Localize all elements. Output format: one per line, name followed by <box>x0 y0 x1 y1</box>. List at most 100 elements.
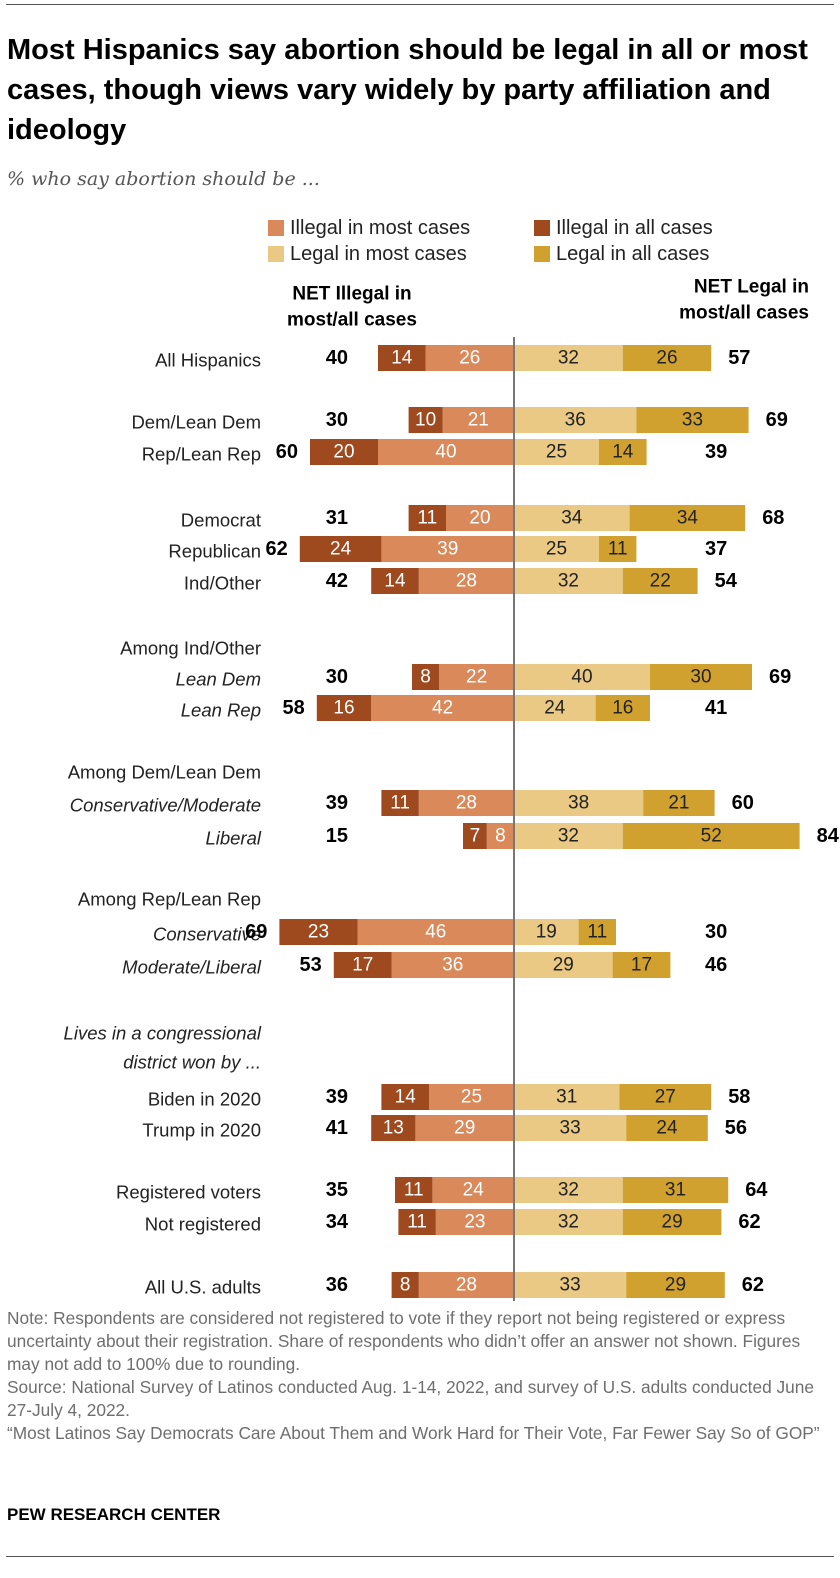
bar-legal-all <box>636 407 749 433</box>
legend-swatch <box>534 220 550 236</box>
bar-legal-most <box>514 345 623 371</box>
bar-illegal-most <box>446 505 514 531</box>
bar-illegal-most <box>418 1272 514 1298</box>
net-legal-value: 58 <box>728 1086 750 1108</box>
bar-illegal-all <box>395 1177 433 1203</box>
value-label: 42 <box>432 698 453 719</box>
net-legal-value: 84 <box>817 825 840 847</box>
row-label: All Hispanics <box>155 350 261 371</box>
value-label: 29 <box>553 955 574 976</box>
bar-legal-most <box>514 695 596 721</box>
bar-illegal-most <box>429 1084 514 1110</box>
bar-illegal-most <box>381 536 514 562</box>
net-illegal-value: 62 <box>266 538 288 560</box>
organization-name: PEW RESEARCH CENTER <box>7 1505 221 1524</box>
bar-illegal-all <box>371 1115 416 1141</box>
value-label: 11 <box>587 922 607 943</box>
bar-legal-all <box>622 568 698 594</box>
legend-label: Legal in all cases <box>556 243 709 265</box>
value-label: 14 <box>391 348 413 369</box>
bar-legal-most <box>514 1209 623 1235</box>
bar-illegal-most <box>432 1177 514 1203</box>
value-label: 23 <box>464 1212 485 1233</box>
group-header: Among Rep/Lean Rep <box>78 889 261 910</box>
row-label: Ind/Other <box>184 573 261 594</box>
net-illegal-value: 30 <box>326 409 348 431</box>
net-legal-value: 41 <box>705 697 727 719</box>
value-label: 21 <box>468 410 489 431</box>
net-illegal-value: 30 <box>326 666 348 688</box>
value-label: 16 <box>612 698 633 719</box>
chart-title: Most Hispanics say abortion should be le… <box>7 34 808 146</box>
value-label: 16 <box>333 698 354 719</box>
bar-illegal-all <box>310 439 378 465</box>
net-legal-value: 46 <box>705 954 727 976</box>
net-legal-value: 69 <box>766 409 788 431</box>
bar-legal-all <box>629 505 746 531</box>
bar-illegal-all <box>398 1209 436 1235</box>
value-label: 29 <box>662 1212 683 1233</box>
value-label: 31 <box>665 1180 686 1201</box>
value-label: 32 <box>558 571 579 592</box>
group-header: district won by ... <box>123 1052 261 1073</box>
bar-illegal-all <box>381 1084 429 1110</box>
bar-illegal-all <box>463 823 487 849</box>
value-label: 7 <box>470 826 481 847</box>
value-label: 28 <box>456 571 477 592</box>
value-label: 33 <box>682 410 703 431</box>
value-label: 22 <box>650 571 671 592</box>
legend-swatch <box>268 246 284 262</box>
value-label: 34 <box>677 508 699 529</box>
value-label: 30 <box>690 667 711 688</box>
value-label: 25 <box>546 442 567 463</box>
value-label: 11 <box>407 1212 427 1233</box>
value-label: 10 <box>415 410 436 431</box>
bar-legal-most <box>514 790 644 816</box>
row-label: Conservative <box>153 924 261 945</box>
legend-label: Illegal in all cases <box>556 217 713 239</box>
value-label: 24 <box>463 1180 485 1201</box>
chart-notes: Note: Respondents are considered not reg… <box>7 1307 827 1445</box>
value-label: 8 <box>495 826 506 847</box>
bar-illegal-all <box>412 664 440 690</box>
legend-swatch <box>268 220 284 236</box>
bar-legal-all <box>622 1177 729 1203</box>
bottom-rule <box>6 1556 834 1557</box>
bar-illegal-most <box>357 919 514 945</box>
bar-illegal-most <box>442 407 514 433</box>
value-label: 32 <box>558 826 579 847</box>
bar-legal-most <box>514 664 650 690</box>
bar-illegal-all <box>299 536 382 562</box>
net-legal-value: 64 <box>745 1179 768 1201</box>
legend-label: Illegal in most cases <box>290 217 470 239</box>
bar-legal-all <box>626 1272 725 1298</box>
net-illegal-value: 60 <box>276 441 298 463</box>
bar-legal-all <box>595 695 650 721</box>
bar-illegal-most <box>425 345 514 371</box>
net-illegal-value: 34 <box>326 1211 349 1233</box>
bar-legal-most <box>514 1115 627 1141</box>
value-label: 34 <box>561 508 583 529</box>
bar-illegal-all <box>316 695 372 721</box>
net-legal-value: 39 <box>705 441 727 463</box>
bar-illegal-all <box>391 1272 419 1298</box>
value-label: 24 <box>330 539 352 560</box>
bar-legal-most <box>514 952 613 978</box>
value-label: 32 <box>558 348 579 369</box>
value-label: 19 <box>536 922 557 943</box>
value-label: 13 <box>383 1118 404 1139</box>
net-legal-value: 37 <box>705 538 727 560</box>
value-label: 11 <box>417 508 437 529</box>
row-label: All U.S. adults <box>145 1277 261 1298</box>
bar-illegal-most <box>486 823 514 849</box>
value-label: 14 <box>612 442 634 463</box>
bar-illegal-all <box>279 919 358 945</box>
bar-legal-all <box>578 919 616 945</box>
row-label: Conservative/Moderate <box>70 795 261 816</box>
value-label: 46 <box>425 922 446 943</box>
value-label: 8 <box>420 667 431 688</box>
value-label: 52 <box>701 826 722 847</box>
value-label: 28 <box>456 793 477 814</box>
bar-legal-most <box>514 1084 620 1110</box>
bar-legal-all <box>619 1084 712 1110</box>
